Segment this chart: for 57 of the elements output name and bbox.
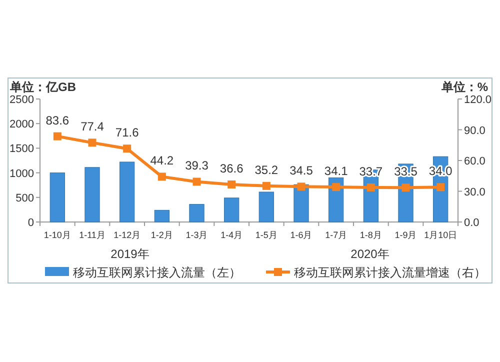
point <box>228 180 236 188</box>
data-label: 34.1 <box>324 164 348 178</box>
legend-label: 移动互联网累计接入流量（左） <box>73 266 241 280</box>
bar <box>120 162 135 222</box>
y-tick-label: 1500 <box>10 143 34 156</box>
y-tick-label: 0 <box>28 217 34 229</box>
point <box>88 138 96 147</box>
data-label: 71.6 <box>115 126 140 140</box>
x-tick-label: 1-2月 <box>150 230 173 240</box>
bar <box>50 172 65 222</box>
x-tick-label: 1-11月 <box>79 230 106 240</box>
y2-tick-label: 0.0 <box>464 217 480 229</box>
data-label: 39.3 <box>185 158 209 173</box>
x-tick-label: 1-6月 <box>290 230 312 240</box>
point <box>53 132 62 140</box>
y2-tick-label: 60.0 <box>464 156 486 168</box>
y-tick-label: 2500 <box>10 94 34 106</box>
text: 单位：% <box>440 80 488 94</box>
y-tick-label: 2000 <box>10 118 34 131</box>
bar <box>84 167 100 222</box>
bar <box>189 204 204 222</box>
x-tick-label: 1-7月 <box>325 230 348 240</box>
x-tick-label: 1-8月 <box>360 230 382 240</box>
point <box>366 183 375 192</box>
y2-tick-label: 90.0 <box>464 124 486 137</box>
data-label: 77.4 <box>80 120 104 134</box>
y2-tick-label: 120.0 <box>464 94 492 106</box>
data-label: 35.2 <box>254 162 278 177</box>
legend-label: 移动互联网累计接入流量增速（右） <box>294 266 486 280</box>
y-tick-label: 500 <box>16 192 34 204</box>
text: 单位：亿GB <box>9 80 76 94</box>
point <box>402 184 410 192</box>
y2-tick-label: 30.0 <box>464 186 486 198</box>
y-tick-label: 1000 <box>10 168 34 180</box>
text: 2020年 <box>350 247 390 261</box>
point <box>123 144 132 153</box>
data-label: 36.6 <box>220 161 244 176</box>
x-tick-label: 1月10日 <box>424 230 458 240</box>
point <box>158 172 166 181</box>
point <box>297 182 306 191</box>
x-tick-label: 1-4月 <box>220 230 243 240</box>
point <box>332 183 340 192</box>
x-tick-label: 1-3月 <box>186 230 208 240</box>
bar <box>154 210 170 222</box>
data-label: 44.2 <box>150 154 174 168</box>
point <box>436 183 445 192</box>
bar <box>258 192 274 222</box>
x-tick-label: 1-5月 <box>255 230 278 240</box>
x-tick-label: 1-10月 <box>44 230 71 240</box>
x-tick-label: 1-12月 <box>114 230 141 240</box>
bar <box>224 198 240 222</box>
point <box>262 182 270 190</box>
point <box>192 178 201 186</box>
x-tick-label: 1-9月 <box>394 230 417 240</box>
text: 2019年 <box>110 247 150 261</box>
data-label: 83.6 <box>46 113 70 128</box>
data-label: 34.5 <box>290 164 314 178</box>
